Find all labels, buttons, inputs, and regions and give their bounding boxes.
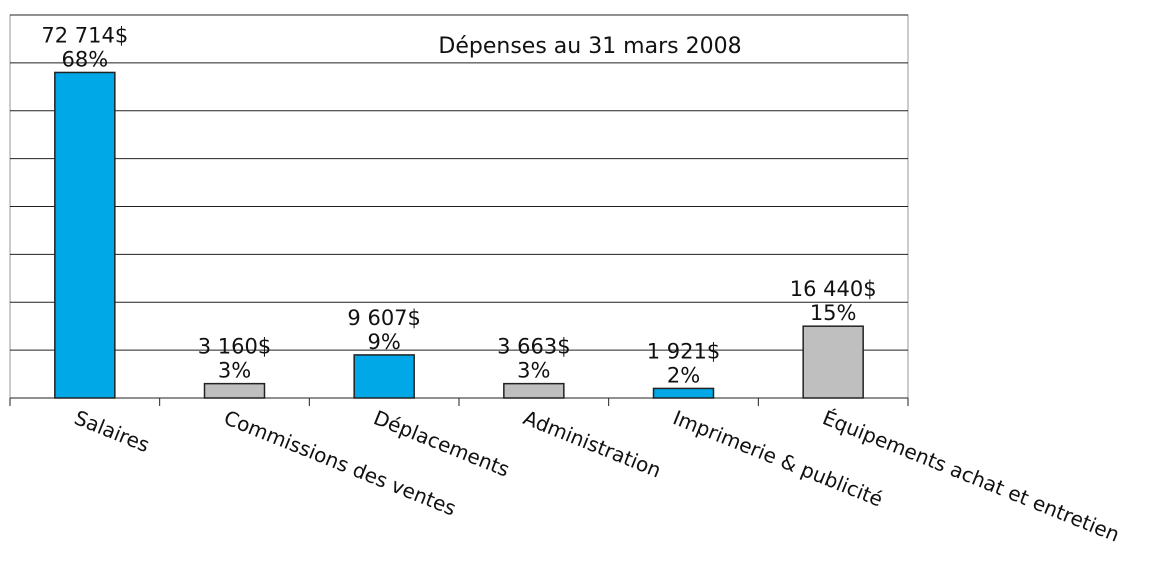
value-label: 3% bbox=[517, 359, 550, 383]
value-label: 15% bbox=[810, 301, 857, 325]
bar bbox=[802, 325, 864, 399]
x-tick-label: Salaires bbox=[71, 405, 153, 457]
amount-label: 16 440$ bbox=[790, 277, 877, 301]
amount-label: 3 160$ bbox=[198, 335, 271, 359]
chart-title: Dépenses au 31 mars 2008 bbox=[438, 34, 741, 59]
amount-label: 1 921$ bbox=[647, 339, 720, 363]
amount-label: 3 663$ bbox=[497, 335, 570, 359]
bar bbox=[353, 354, 415, 399]
x-tick-label: Équipements achat et entretien bbox=[819, 405, 1123, 546]
bar bbox=[652, 387, 715, 399]
x-tick-label: Administration bbox=[520, 405, 665, 482]
value-label: 3% bbox=[218, 359, 251, 383]
amount-label: 72 714$ bbox=[41, 23, 128, 47]
amount-label: 9 607$ bbox=[347, 306, 420, 330]
value-label: 9% bbox=[368, 330, 401, 354]
bar bbox=[54, 71, 116, 399]
bar bbox=[203, 382, 266, 399]
value-label: 68% bbox=[61, 47, 108, 71]
value-label: 2% bbox=[667, 363, 700, 387]
bar bbox=[503, 382, 565, 399]
